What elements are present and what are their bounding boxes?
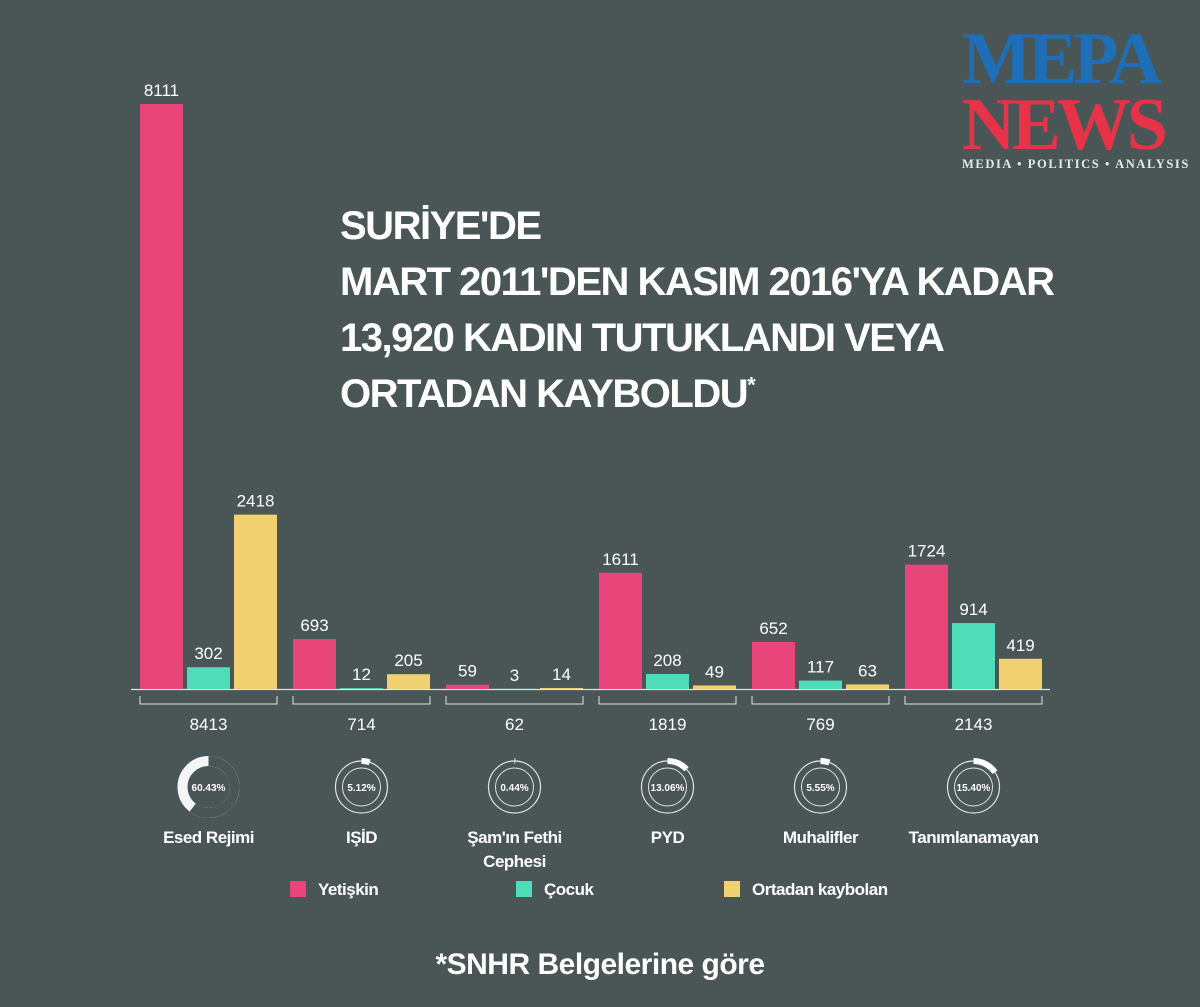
logo-tagline: MEDIA • POLITICS • ANALYSIS [962, 157, 1190, 171]
group-total-2: 62 [505, 715, 524, 734]
bar-adult-3 [599, 572, 642, 689]
share-donut-arc-1 [361, 757, 371, 766]
data-label-adult-4: 652 [759, 619, 787, 638]
chart-title: SURİYE'DE MART 2011'DEN KASIM 2016'YA KA… [340, 198, 1180, 422]
logo-word-news: NEWS [962, 84, 1168, 166]
category-label-2-1: Cephesi [483, 852, 546, 871]
group-bracket-3 [598, 696, 737, 705]
data-label-adult-1: 693 [300, 616, 328, 635]
data-label-child-1: 12 [352, 665, 371, 684]
data-label-missing-3: 49 [705, 662, 724, 681]
title-line-3: 13,920 KADIN TUTUKLANDI VEYA [340, 316, 945, 360]
data-label-missing-4: 63 [858, 661, 877, 680]
data-label-missing-1: 205 [394, 651, 422, 670]
legend-label-child: Çocuk [544, 880, 594, 899]
data-label-adult-2: 59 [458, 662, 477, 681]
share-donut-inner-2 [495, 767, 534, 807]
legend-label-adult: Yetişkin [318, 880, 379, 899]
bar-adult-2 [446, 684, 489, 689]
data-label-child-2: 3 [510, 666, 519, 685]
share-label-4: 5.55% [806, 783, 834, 794]
bar-adult-1 [293, 639, 336, 689]
group-bracket-4 [751, 696, 890, 705]
group-total-0: 8413 [190, 715, 228, 734]
legend-swatch-adult [290, 881, 306, 897]
group-bracket-5 [904, 696, 1043, 705]
group-total-1: 714 [347, 715, 375, 734]
data-label-child-0: 302 [194, 644, 222, 663]
bar-missing-4 [846, 684, 889, 689]
data-label-child-3: 208 [653, 651, 681, 670]
source-footnote: *SNHR Belgelerine göre [435, 948, 765, 981]
share-donut-arc-0 [189, 756, 240, 818]
share-label-5: 15.40% [957, 783, 991, 794]
category-label-3-0: PYD [651, 828, 685, 847]
share-donut-inner-3 [648, 767, 687, 807]
legend-label-missing: Ortadan kaybolan [752, 880, 888, 899]
category-label-5-0: Tanımlanamayan [909, 828, 1039, 847]
share-donut-inner-4 [801, 767, 840, 807]
legend-item-child: Çocuk [516, 878, 594, 902]
share-donut-arc-3 [667, 758, 689, 772]
title-line-4-text: ORTADAN KAYBOLDU [340, 372, 749, 416]
bar-adult-0 [140, 104, 183, 689]
mepa-news-logo: MEPA NEWS MEDIA • POLITICS • ANALYSIS [958, 22, 1188, 182]
group-total-5: 2143 [955, 715, 993, 734]
data-label-missing-5: 419 [1006, 636, 1034, 655]
share-label-0: 60.43% [192, 783, 226, 794]
group-total-3: 1819 [649, 715, 687, 734]
data-label-missing-0: 2418 [237, 492, 275, 511]
data-label-child-4: 117 [807, 658, 834, 677]
bar-missing-1 [387, 674, 430, 689]
data-label-adult-0: 8111 [144, 81, 179, 100]
data-label-adult-3: 1611 [602, 550, 639, 569]
category-label-2-0: Şam'ın Fethi [467, 828, 561, 847]
group-bracket-1 [292, 696, 431, 705]
bar-child-4 [799, 680, 842, 689]
bar-missing-2 [540, 687, 583, 689]
bar-adult-5 [905, 564, 948, 689]
category-label-0-0: Esed Rejimi [163, 828, 254, 847]
bar-child-5 [952, 623, 995, 689]
share-donut-inner-5 [954, 767, 993, 807]
logo-word-mepa: MEPA [962, 18, 1162, 100]
data-label-adult-5: 1724 [908, 542, 946, 561]
legend-swatch-child [516, 881, 532, 897]
share-donut-arc-4 [820, 757, 831, 766]
title-line-4: ORTADAN KAYBOLDU* [340, 366, 1180, 422]
share-label-1: 5.12% [347, 783, 375, 794]
bar-missing-5 [999, 658, 1042, 689]
data-label-child-5: 914 [959, 600, 987, 619]
title-line-1: SURİYE'DE [340, 204, 542, 248]
share-label-3: 13.06% [651, 783, 685, 794]
bar-missing-0 [234, 514, 277, 689]
legend-item-adult: Yetişkin [290, 878, 379, 902]
data-label-missing-2: 14 [552, 665, 571, 684]
bar-missing-3 [693, 685, 736, 689]
bar-child-1 [340, 688, 383, 689]
share-donut-arc-5 [973, 758, 998, 775]
bar-child-3 [646, 673, 689, 689]
title-footnote-mark: * [747, 372, 756, 398]
title-line-2: MART 2011'DEN KASIM 2016'YA KADAR [340, 260, 1055, 304]
bar-child-0 [187, 667, 230, 689]
share-donut-inner-1 [342, 767, 381, 807]
category-label-1-0: IŞİD [346, 828, 377, 847]
category-label-4-0: Muhalifler [783, 828, 859, 847]
legend-swatch-missing [724, 881, 740, 897]
group-bracket-0 [139, 696, 278, 705]
legend-item-missing: Ortadan kaybolan [724, 878, 888, 902]
group-bracket-2 [445, 696, 584, 705]
bar-adult-4 [752, 641, 795, 689]
group-total-4: 769 [806, 715, 834, 734]
share-label-2: 0.44% [500, 783, 528, 794]
